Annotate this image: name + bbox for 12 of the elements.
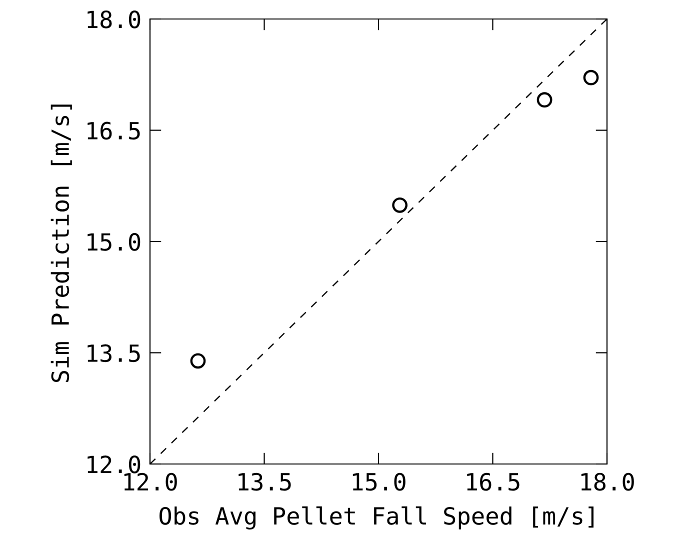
y-tick-label: 12.0	[88, 456, 140, 474]
y-axis-title: Sim Prediction [m/s]	[50, 104, 72, 382]
x-axis-title: Obs Avg Pellet Fall Speed [m/s]	[160, 506, 594, 530]
x-tick-label: 12.0	[124, 472, 177, 491]
x-tick-label: 15.0	[352, 472, 406, 491]
x-tick-label: 13.5	[238, 472, 291, 491]
x-tick-label: 16.5	[467, 472, 520, 491]
x-tick-label: 18.0	[581, 472, 634, 491]
y-tick-label: 18.0	[88, 10, 140, 28]
y-tick-label: 15.0	[88, 233, 140, 251]
y-tick-label: 13.5	[88, 344, 140, 362]
y-tick-label: 16.5	[88, 122, 140, 140]
